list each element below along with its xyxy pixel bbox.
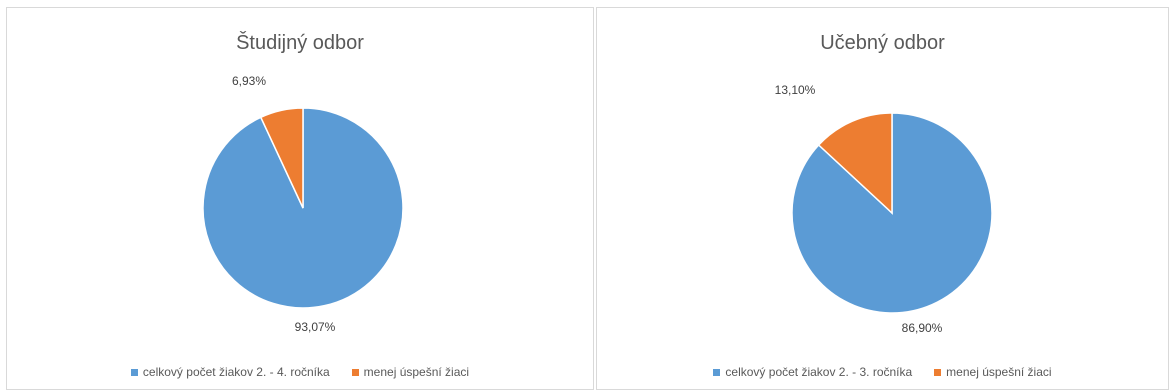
legend-label: menej úspešní žiaci [363, 365, 470, 379]
legend-label: menej úspešní žiaci [946, 365, 1052, 379]
legend-label: celkový počet žiakov 2. - 4. ročníka [142, 365, 330, 379]
data-label: 6,93% [232, 74, 266, 88]
chart-panel-ucebny: Učebný odbor 86,90% 13,10% celkový počet … [596, 7, 1169, 390]
pie-chart: 93,07% 6,93% [202, 74, 404, 334]
data-label: 13,10% [775, 83, 816, 97]
legend-item-less-successful: menej úspešní žiaci [934, 365, 1052, 379]
legend: celkový počet žiakov 2. - 3. ročníka men… [597, 365, 1168, 379]
legend-item-total: celkový počet žiakov 2. - 4. ročníka [130, 365, 330, 379]
legend-label: celkový počet žiakov 2. - 3. ročníka [725, 365, 913, 379]
legend-swatch-blue [130, 368, 138, 376]
legend-swatch-blue [713, 368, 721, 376]
legend-swatch-orange [351, 368, 359, 376]
chart-panel-studijny: Študijný odbor 93,07% 6,93% celkový počet… [6, 7, 594, 390]
chart-title: Študijný odbor [236, 32, 364, 54]
data-label: 93,07% [295, 320, 336, 334]
legend-item-total: celkový počet žiakov 2. - 3. ročníka [713, 365, 912, 379]
legend-swatch-orange [934, 368, 942, 376]
legend-item-less-successful: menej úspešní žiaci [351, 365, 470, 379]
chart-title: Učebný odbor [820, 32, 945, 54]
pie-slice-1 [259, 107, 304, 209]
legend: celkový počet žiakov 2. - 4. ročníka men… [7, 365, 593, 379]
pie-slice-1 [817, 112, 893, 215]
data-label: 86,90% [902, 321, 943, 335]
pie-chart: 86,90% 13,10% [775, 83, 993, 335]
